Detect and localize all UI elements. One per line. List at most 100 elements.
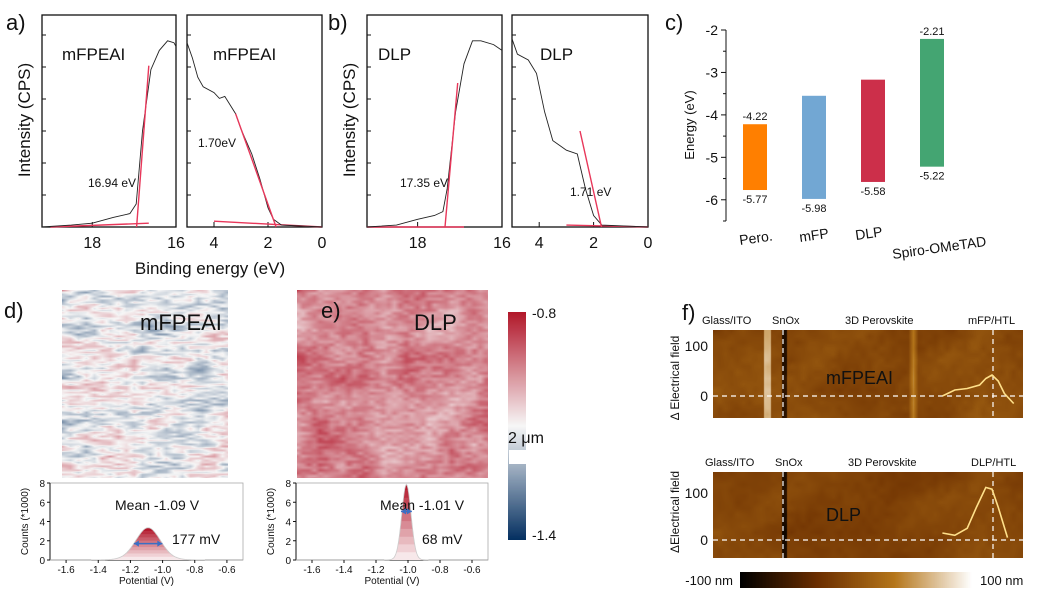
x-tick-label: 2 (589, 235, 598, 252)
y-tick-label: 2 (39, 537, 45, 548)
panel-label-b: b) (328, 10, 348, 35)
colorbar-max-label: -0.8 (532, 305, 556, 321)
spectrum-label: DLP (540, 45, 573, 64)
y-tick-label: -4 (706, 107, 719, 123)
histogram-outline (50, 527, 243, 561)
cutoff-annotation: 1.71 eV (570, 185, 611, 199)
panel-label-e: e) (321, 298, 341, 323)
layer-label: Glass/ITO (702, 315, 752, 327)
afm-map-mfpeai (713, 330, 1023, 418)
bar-bottom-label: -5.22 (919, 171, 944, 183)
layer-label: Glass/ITO (705, 457, 755, 469)
x-axis-title: Potential (V) (364, 576, 419, 587)
x-tick-label: -1.6 (303, 565, 321, 576)
layer-label: 3D Perovskite (845, 315, 913, 327)
x-tick-label: -1.4 (335, 565, 353, 576)
edge-fit-line (234, 113, 277, 228)
y-tick-label: 6 (285, 498, 291, 509)
y-tick-label: 8 (285, 479, 291, 490)
f-colorbar-max: 100 nm (980, 573, 1023, 588)
arrow-head (157, 540, 163, 547)
spectrum-curve (366, 40, 503, 228)
layer-label: SnOx (775, 457, 803, 469)
x-tick-label: -0.8 (186, 565, 204, 576)
x-tick-label: -1.6 (57, 565, 75, 576)
y-tick-label: 100 (685, 338, 709, 354)
energy-bar (861, 79, 885, 182)
arrow-head (133, 540, 139, 547)
x-tick-label: -0.6 (218, 565, 236, 576)
layer-label: SnOx (772, 315, 800, 327)
field-profile-curve (942, 374, 1015, 405)
panel-label-a: a) (6, 10, 26, 35)
ylabel-c: Energy (eV) (682, 90, 697, 159)
y-tick-label: 6 (39, 498, 45, 509)
y-tick-label: 100 (685, 485, 709, 501)
arrow-head (406, 508, 412, 515)
bar-top-label: -4.22 (742, 111, 767, 123)
edge-fit-line (135, 65, 150, 228)
histogram-band (50, 553, 243, 560)
y-tick-label: 8 (39, 479, 45, 490)
y-tick-label: -6 (706, 192, 719, 208)
y-tick-label: 4 (285, 518, 291, 529)
x-tick-label: 0 (318, 235, 327, 252)
afm-map-dlp (713, 472, 1023, 558)
ylabel-b: Intensity (CPS) (340, 63, 359, 177)
bar-bottom-label: -5.58 (860, 186, 885, 198)
map-label-mfpeai: mFPEAI (140, 310, 222, 335)
energy-bar (743, 124, 767, 191)
y-tick-label: 0 (700, 532, 708, 548)
panel-label-f: f) (682, 300, 695, 325)
category-label: mFP (798, 225, 830, 245)
x-tick-label: -1.0 (399, 565, 417, 576)
map-label: mFPEAI (826, 368, 893, 388)
arrow-head (400, 508, 406, 515)
layer-label: 3D Perovskite (848, 457, 916, 469)
histogram-outline (296, 483, 488, 561)
fwhm-label: 68 mV (422, 531, 463, 547)
spectrum-frame (186, 14, 323, 228)
spectrum-label: mFPEAI (213, 45, 276, 64)
baseline-fit-line (50, 222, 149, 228)
field-profile-curve (942, 486, 1009, 538)
y-tick-label: -3 (706, 64, 719, 80)
x-tick-label: 4 (535, 235, 544, 252)
y-tick-label: 4 (39, 518, 45, 529)
scale-bar (509, 450, 555, 464)
y-tick-label: 0 (700, 388, 708, 404)
xlabel-binding-energy: Binding energy (eV) (135, 259, 285, 278)
x-tick-label: -1.2 (367, 565, 385, 576)
kpfm-map-dlp (297, 290, 488, 478)
x-tick-label: 16 (493, 235, 511, 252)
cutoff-annotation: 17.35 eV (400, 176, 448, 190)
scale-bar-label: 2 μm (508, 430, 544, 447)
y-tick-label: -5 (706, 149, 719, 165)
category-label: DLP (854, 223, 883, 243)
layer-label: mFP/HTL (968, 315, 1015, 327)
layer-label: DLP/HTL (971, 457, 1016, 469)
x-tick-label: -1.4 (90, 565, 108, 576)
panel-label-c: c) (665, 10, 683, 35)
spectrum-curve (41, 40, 177, 228)
edge-fit-line (444, 82, 459, 228)
ylabel-a: Intensity (CPS) (15, 63, 34, 177)
energy-bar (920, 38, 944, 167)
histogram-band (50, 556, 243, 560)
fwhm-label: 177 mV (172, 531, 221, 547)
spectrum-label: mFPEAI (62, 45, 125, 64)
ylabel-f-bottom: ΔElectrical field (668, 471, 682, 553)
cutoff-annotation: 1.70eV (198, 136, 236, 150)
bar-top-label: -2.21 (919, 26, 944, 38)
kpfm-map-mfpeai (62, 290, 228, 478)
spectrum-label: DLP (378, 45, 411, 64)
spectrum-frame (41, 14, 177, 228)
y-tick-label: 0 (39, 556, 45, 567)
y-tick-label: 0 (285, 556, 291, 567)
y-tick-label: 2 (285, 537, 291, 548)
f-colorbar-min: -100 nm (685, 573, 733, 588)
spectrum-frame (511, 14, 649, 228)
x-tick-label: 0 (644, 235, 653, 252)
ylabel-f-top: Δ Electrical field (668, 336, 682, 421)
x-tick-label: 2 (264, 235, 273, 252)
